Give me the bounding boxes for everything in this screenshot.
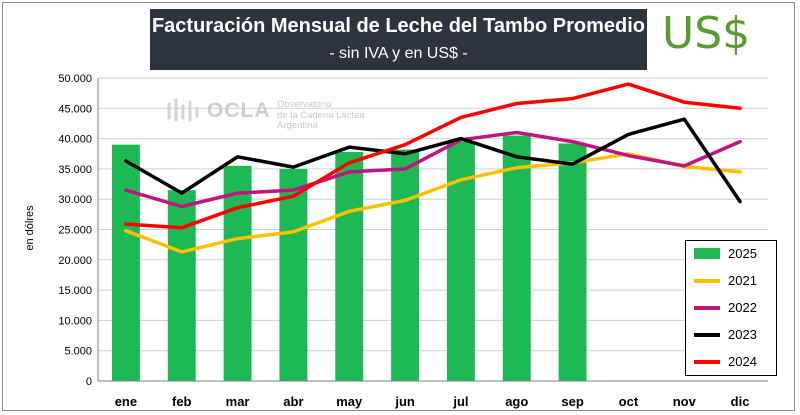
axes: 0 5.000 10.000 15.000 20.000 25.000 30.000 35.0…	[58, 73, 768, 409]
legend-swatch	[694, 306, 720, 310]
y-tick-label: 45.000	[58, 103, 92, 115]
bar-2025	[502, 135, 531, 381]
y-tick-label: 40.000	[58, 134, 92, 146]
series-lines	[124, 82, 742, 254]
y-axis-label: en dólres	[24, 205, 36, 251]
watermark-line: Observatorio	[277, 99, 332, 110]
x-tick-label: oct	[619, 394, 639, 409]
series-line-2023	[124, 117, 742, 204]
bar-2025	[167, 190, 196, 381]
x-tick-label: abr	[283, 394, 303, 409]
x-tick-label: jun	[394, 394, 415, 409]
x-tick-label: nov	[673, 394, 697, 409]
y-tick-label: 50.000	[58, 73, 92, 85]
legend-swatch	[694, 333, 720, 337]
watermark-line: de la Cadena Láctea	[277, 109, 365, 121]
bar-2025	[558, 143, 587, 381]
currency-label: US$	[662, 8, 751, 59]
y-tick-label: 35.000	[58, 164, 92, 176]
x-tick-label: mar	[226, 394, 250, 409]
y-tick-label: 25.000	[58, 225, 92, 237]
x-tick-label: feb	[172, 394, 192, 409]
title-banner: Facturación Mensual de Leche del Tambo P…	[150, 9, 647, 70]
x-tick-label: jul	[452, 394, 468, 409]
chart-title: Facturación Mensual de Leche del Tambo P…	[151, 15, 646, 37]
legend-label: 2023	[728, 327, 757, 342]
legend-label: 2021	[728, 273, 757, 288]
y-tick-label: 10.000	[58, 315, 92, 327]
legend-item-2021: 2021	[694, 273, 776, 289]
bar-2025	[223, 165, 252, 381]
bar-2025	[279, 168, 308, 381]
legend-swatch	[694, 360, 720, 364]
bar-2025	[335, 151, 364, 381]
x-tick-label: may	[336, 394, 363, 409]
x-tick-label: ene	[115, 394, 137, 409]
x-tick-label: ago	[505, 394, 528, 409]
y-tick-label: 15.000	[58, 285, 92, 297]
series-line-2024	[124, 82, 742, 230]
chart-subtitle: - sin IVA y en US$ -	[329, 45, 468, 62]
ocla-logo-icon	[167, 98, 199, 122]
legend-item-2023: 2023	[694, 327, 776, 343]
ocla-watermark: OCLA Observatorio de la Cadena Láctea Ar…	[165, 98, 365, 131]
y-tick-label: 0	[86, 376, 92, 388]
bars-2025	[111, 135, 587, 381]
grid-lines	[98, 77, 768, 352]
y-tick-label: 20.000	[58, 255, 92, 267]
legend-item-2024: 2024	[694, 354, 776, 370]
x-tick-label: dic	[731, 394, 750, 409]
series-line-2022	[124, 130, 742, 209]
y-tick-label: 30.000	[58, 194, 92, 206]
legend-label: 2024	[728, 354, 757, 369]
y-tick-label: 5.000	[64, 346, 92, 358]
legend: 2025 2021 2022 2023 2024	[685, 240, 777, 376]
watermark-brand: OCLA	[207, 99, 271, 122]
bar-2025	[391, 149, 420, 381]
legend-swatch	[694, 248, 720, 259]
watermark-line: Argentina	[277, 120, 318, 131]
bar-2025	[111, 144, 140, 381]
watermark-text: Observatorio de la Cadena Láctea Argenti…	[277, 99, 397, 132]
legend-label: 2025	[728, 246, 757, 261]
legend-item-2022: 2022	[694, 300, 776, 316]
legend-swatch	[694, 279, 720, 283]
legend-label: 2022	[728, 300, 757, 315]
legend-item-2025: 2025	[694, 246, 776, 262]
x-tick-label: sep	[561, 394, 583, 409]
